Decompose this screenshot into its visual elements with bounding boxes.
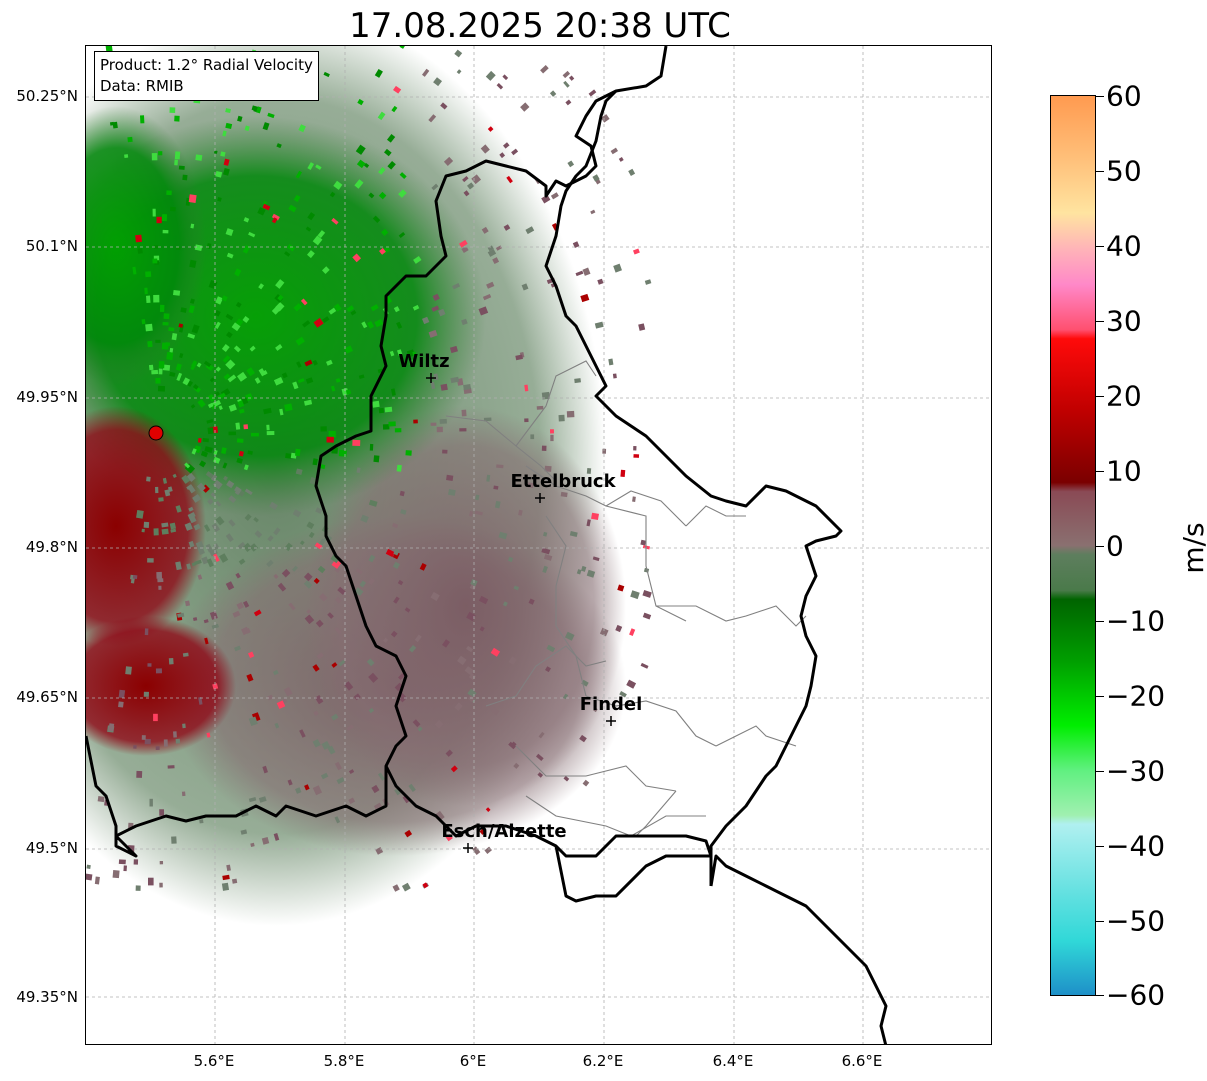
lon-label-6: 6°E [459,1052,487,1070]
colorbar-label-m60: −60 [1106,978,1166,1012]
colorbar-label-m10: −10 [1106,604,1166,638]
lon-label-6-2: 6.2°E [582,1052,624,1070]
lat-label-49-35: 49.35°N [16,988,78,1006]
radar-map[interactable] [85,45,992,1045]
lat-label-50-1: 50.1°N [25,237,78,255]
colorbar-label-30: 30 [1106,304,1142,338]
velocity-field [86,46,626,926]
colorbar-label-m40: −40 [1106,829,1166,863]
map-title: 17.08.2025 20:38 UTC [349,6,731,46]
data-source-label: Data: RMIB [100,77,184,95]
colorbar-label-40: 40 [1106,229,1142,263]
lat-label-49-5: 49.5°N [25,839,78,857]
product-label: Product: 1.2° Radial Velocity [100,56,313,74]
colorbar-label-10: 10 [1106,454,1142,488]
gridlines [86,46,991,1044]
lat-label-49-95: 49.95°N [16,388,78,406]
city-label-esch-alzette: Esch/Alzette [441,821,567,842]
national-borders [86,46,888,1044]
city-label-ettelbruck: Ettelbruck [510,471,616,492]
lon-label-6-4: 6.4°E [712,1052,754,1070]
product-info-box: Product: 1.2° Radial Velocity Data: RMIB [94,51,319,101]
map-canvas [86,46,991,1044]
velocity-colorbar [1050,95,1096,996]
colorbar-label-m50: −50 [1106,904,1166,938]
canton-borders [445,360,807,837]
lat-label-49-65: 49.65°N [16,688,78,706]
colorbar-unit-label: m/s [1177,522,1207,574]
lon-label-6-6: 6.6°E [841,1052,883,1070]
radar-site-marker [148,425,164,441]
velocity-speckles [86,46,652,892]
colorbar-label-50: 50 [1106,154,1142,188]
colorbar-label-20: 20 [1106,379,1142,413]
colorbar-label-m20: −20 [1106,679,1166,713]
city-label-findel: Findel [579,694,643,715]
colorbar-label-60: 60 [1106,79,1142,113]
city-label-wiltz: Wiltz [398,351,450,372]
lat-label-49-8: 49.8°N [25,538,78,556]
lon-label-5-8: 5.8°E [323,1052,365,1070]
lat-label-50-25: 50.25°N [16,87,78,105]
city-markers [426,373,616,853]
lon-label-5-6: 5.6°E [193,1052,235,1070]
colorbar-label-m30: −30 [1106,754,1166,788]
colorbar-label-0: 0 [1106,529,1124,563]
